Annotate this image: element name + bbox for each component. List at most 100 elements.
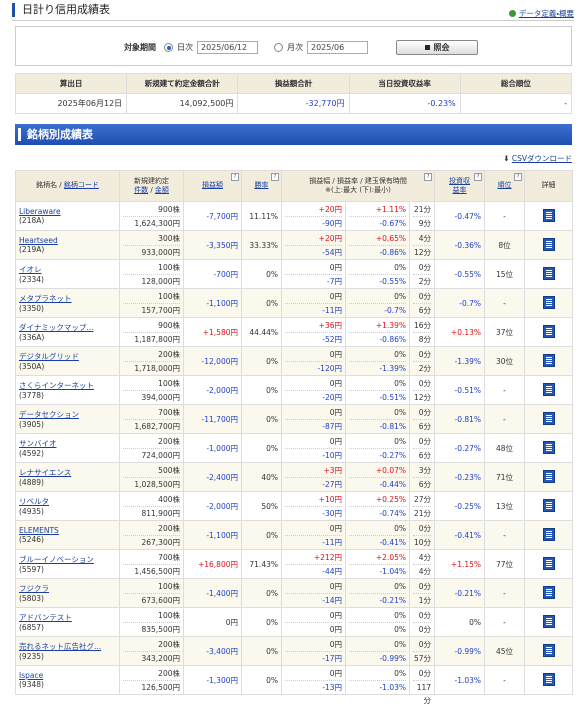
amount-sort-link[interactable]: 金額 bbox=[154, 186, 169, 194]
detail-button[interactable] bbox=[542, 643, 555, 657]
stock-name-link[interactable]: Heartseed bbox=[19, 236, 58, 245]
stock-row: アドバンテスト (6857) 100株 835,500円 0円 0% 0円 0円 0% 0% 0分 0… bbox=[15, 607, 574, 637]
query-button[interactable]: 照会 bbox=[396, 40, 478, 55]
detail-button[interactable] bbox=[542, 353, 555, 367]
max-rate: +1.39% bbox=[349, 319, 406, 333]
range-time-cell: 21分 9分 bbox=[408, 201, 436, 231]
detail-button[interactable] bbox=[542, 237, 555, 251]
definition-link[interactable]: データ定義・概要 bbox=[518, 9, 574, 18]
trade-amount: 835,500円 bbox=[141, 624, 180, 634]
rank: - bbox=[484, 578, 526, 608]
stock-name-link[interactable]: アドバンテスト bbox=[19, 613, 72, 622]
max-time: 0分 bbox=[413, 290, 432, 304]
stock-name-link[interactable]: ダイナミックマップ... bbox=[19, 323, 94, 332]
trade-cell: 200株 267,300円 bbox=[119, 520, 184, 550]
query-button-label: 照会 bbox=[433, 43, 450, 52]
stock-name-link[interactable]: 売れるネット広告社グ... bbox=[19, 642, 102, 651]
summary-header: 新規建て約定金額合計 bbox=[126, 73, 239, 94]
max-rate: 0% bbox=[349, 638, 406, 652]
min-width: -87円 bbox=[322, 421, 342, 431]
return-rate: -0.23% bbox=[434, 462, 486, 492]
name-cell: ELEMENTS (5246) bbox=[15, 520, 120, 550]
detail-button[interactable] bbox=[542, 324, 555, 338]
daily-date-input[interactable]: 2025/06/12 bbox=[197, 41, 258, 54]
max-width: 0円 bbox=[285, 406, 342, 420]
shares: 200株 bbox=[123, 522, 180, 536]
trade-amount: 811,900円 bbox=[141, 508, 180, 518]
min-rate: -0.67% bbox=[379, 218, 406, 228]
win-sort-link[interactable]: 勝率 bbox=[254, 181, 269, 190]
pnl: -12,000円 bbox=[183, 346, 242, 376]
detail-button[interactable] bbox=[542, 411, 555, 425]
stock-name-link[interactable]: Ispace bbox=[19, 671, 44, 680]
return-sort-link[interactable]: 投資収益率 bbox=[449, 176, 471, 194]
range-time-cell: 0分 12分 bbox=[408, 375, 436, 405]
pnl: -11,700円 bbox=[183, 404, 242, 434]
min-width: -52円 bbox=[322, 334, 342, 344]
stock-name-link[interactable]: メタプラネット bbox=[19, 294, 72, 303]
count-sort-link[interactable]: 件数 bbox=[134, 186, 149, 194]
range-width-cell: 0円 -14円 bbox=[281, 578, 346, 608]
detail-button[interactable] bbox=[542, 498, 555, 512]
range-time-cell: 0分 0分 bbox=[408, 607, 436, 637]
detail-button[interactable] bbox=[542, 440, 555, 454]
detail-button[interactable] bbox=[542, 469, 555, 483]
monthly-date-input[interactable]: 2025/06 bbox=[307, 41, 368, 54]
detail-button[interactable] bbox=[542, 382, 555, 396]
detail-cell bbox=[524, 607, 574, 637]
rank: - bbox=[484, 404, 526, 434]
name-cell: ブルーイノベーション (5597) bbox=[15, 549, 120, 579]
stock-name-link[interactable]: ELEMENTS bbox=[19, 526, 59, 535]
pnl-sort-link[interactable]: 損益額 bbox=[202, 181, 223, 190]
stock-name-link[interactable]: フジクラ bbox=[19, 584, 49, 593]
summary-header: 損益額合計 bbox=[237, 73, 350, 94]
stock-name-link[interactable]: Liberaware bbox=[19, 207, 61, 216]
detail-button[interactable] bbox=[542, 585, 555, 599]
stock-name-link[interactable]: リベルタ bbox=[19, 497, 49, 506]
trade-cell: 200株 343,200円 bbox=[119, 636, 184, 666]
rank-sort-link[interactable]: 順位 bbox=[497, 181, 512, 190]
stock-row: ブルーイノベーション (5597) 700株 1,456,500円 +16,800円 71… bbox=[15, 549, 574, 579]
detail-button[interactable] bbox=[542, 208, 555, 222]
daily-radio[interactable] bbox=[164, 43, 173, 52]
stock-name-link[interactable]: ブルーイノベーション bbox=[19, 555, 94, 564]
detail-button[interactable] bbox=[542, 614, 555, 628]
stock-name-link[interactable]: さくらインターネット bbox=[19, 381, 94, 390]
win-rate: 0% bbox=[241, 433, 282, 463]
stock-name-wrap: ブルーイノベーション bbox=[19, 554, 116, 565]
range-width-cell: 0円 -10円 bbox=[281, 433, 346, 463]
detail-cell bbox=[524, 491, 574, 521]
max-time: 4分 bbox=[413, 232, 432, 246]
range-width-cell: +10円 -30円 bbox=[281, 491, 346, 521]
header-pnl: ? 損益額 bbox=[183, 170, 242, 202]
trade-amount: 1,682,700円 bbox=[134, 421, 180, 431]
pnl: -1,400円 bbox=[183, 578, 242, 608]
stock-name-link[interactable]: データセクション bbox=[19, 410, 79, 419]
range-width-cell: +20円 -90円 bbox=[281, 201, 346, 231]
stock-name-link[interactable]: デジタルグリッド bbox=[19, 352, 79, 361]
range-rate-cell: 0% -0.99% bbox=[345, 636, 410, 666]
stock-name-link[interactable]: サンバイオ bbox=[19, 439, 57, 448]
stock-row: サンバイオ (4592) 200株 724,000円 -1,000円 0% 0円 -10円 0%… bbox=[15, 433, 574, 463]
rank: 77位 bbox=[484, 549, 526, 579]
detail-button[interactable] bbox=[542, 556, 555, 570]
name-cell: リベルタ (4935) bbox=[15, 491, 120, 521]
detail-button[interactable] bbox=[542, 527, 555, 541]
header-range: ? 損益幅 / 損益率 / 建玉保有時間 ※(上:最大 (下):最小) bbox=[280, 170, 436, 202]
detail-button[interactable] bbox=[542, 672, 555, 686]
shares: 500株 bbox=[123, 464, 180, 478]
name-cell: アドバンテスト (6857) bbox=[15, 607, 120, 637]
stock-name-link[interactable]: レナサイエンス bbox=[19, 468, 72, 477]
min-time: 117分 bbox=[416, 682, 432, 705]
csv-download-link[interactable]: CSVダウンロード bbox=[511, 154, 572, 163]
code-sort-link[interactable]: 銘柄コード bbox=[63, 181, 99, 190]
detail-button[interactable] bbox=[542, 266, 555, 280]
max-time: 0分 bbox=[413, 667, 432, 681]
name-cell: さくらインターネット (3778) bbox=[15, 375, 120, 405]
stock-row: Ispace (9348) 200株 126,500円 -1,300円 0% 0円 -13円 0… bbox=[15, 665, 574, 705]
monthly-radio[interactable] bbox=[274, 43, 283, 52]
detail-button[interactable] bbox=[542, 295, 555, 309]
shares: 200株 bbox=[123, 435, 180, 449]
stock-name-link[interactable]: イオレ bbox=[19, 265, 42, 274]
rank: - bbox=[484, 665, 526, 695]
